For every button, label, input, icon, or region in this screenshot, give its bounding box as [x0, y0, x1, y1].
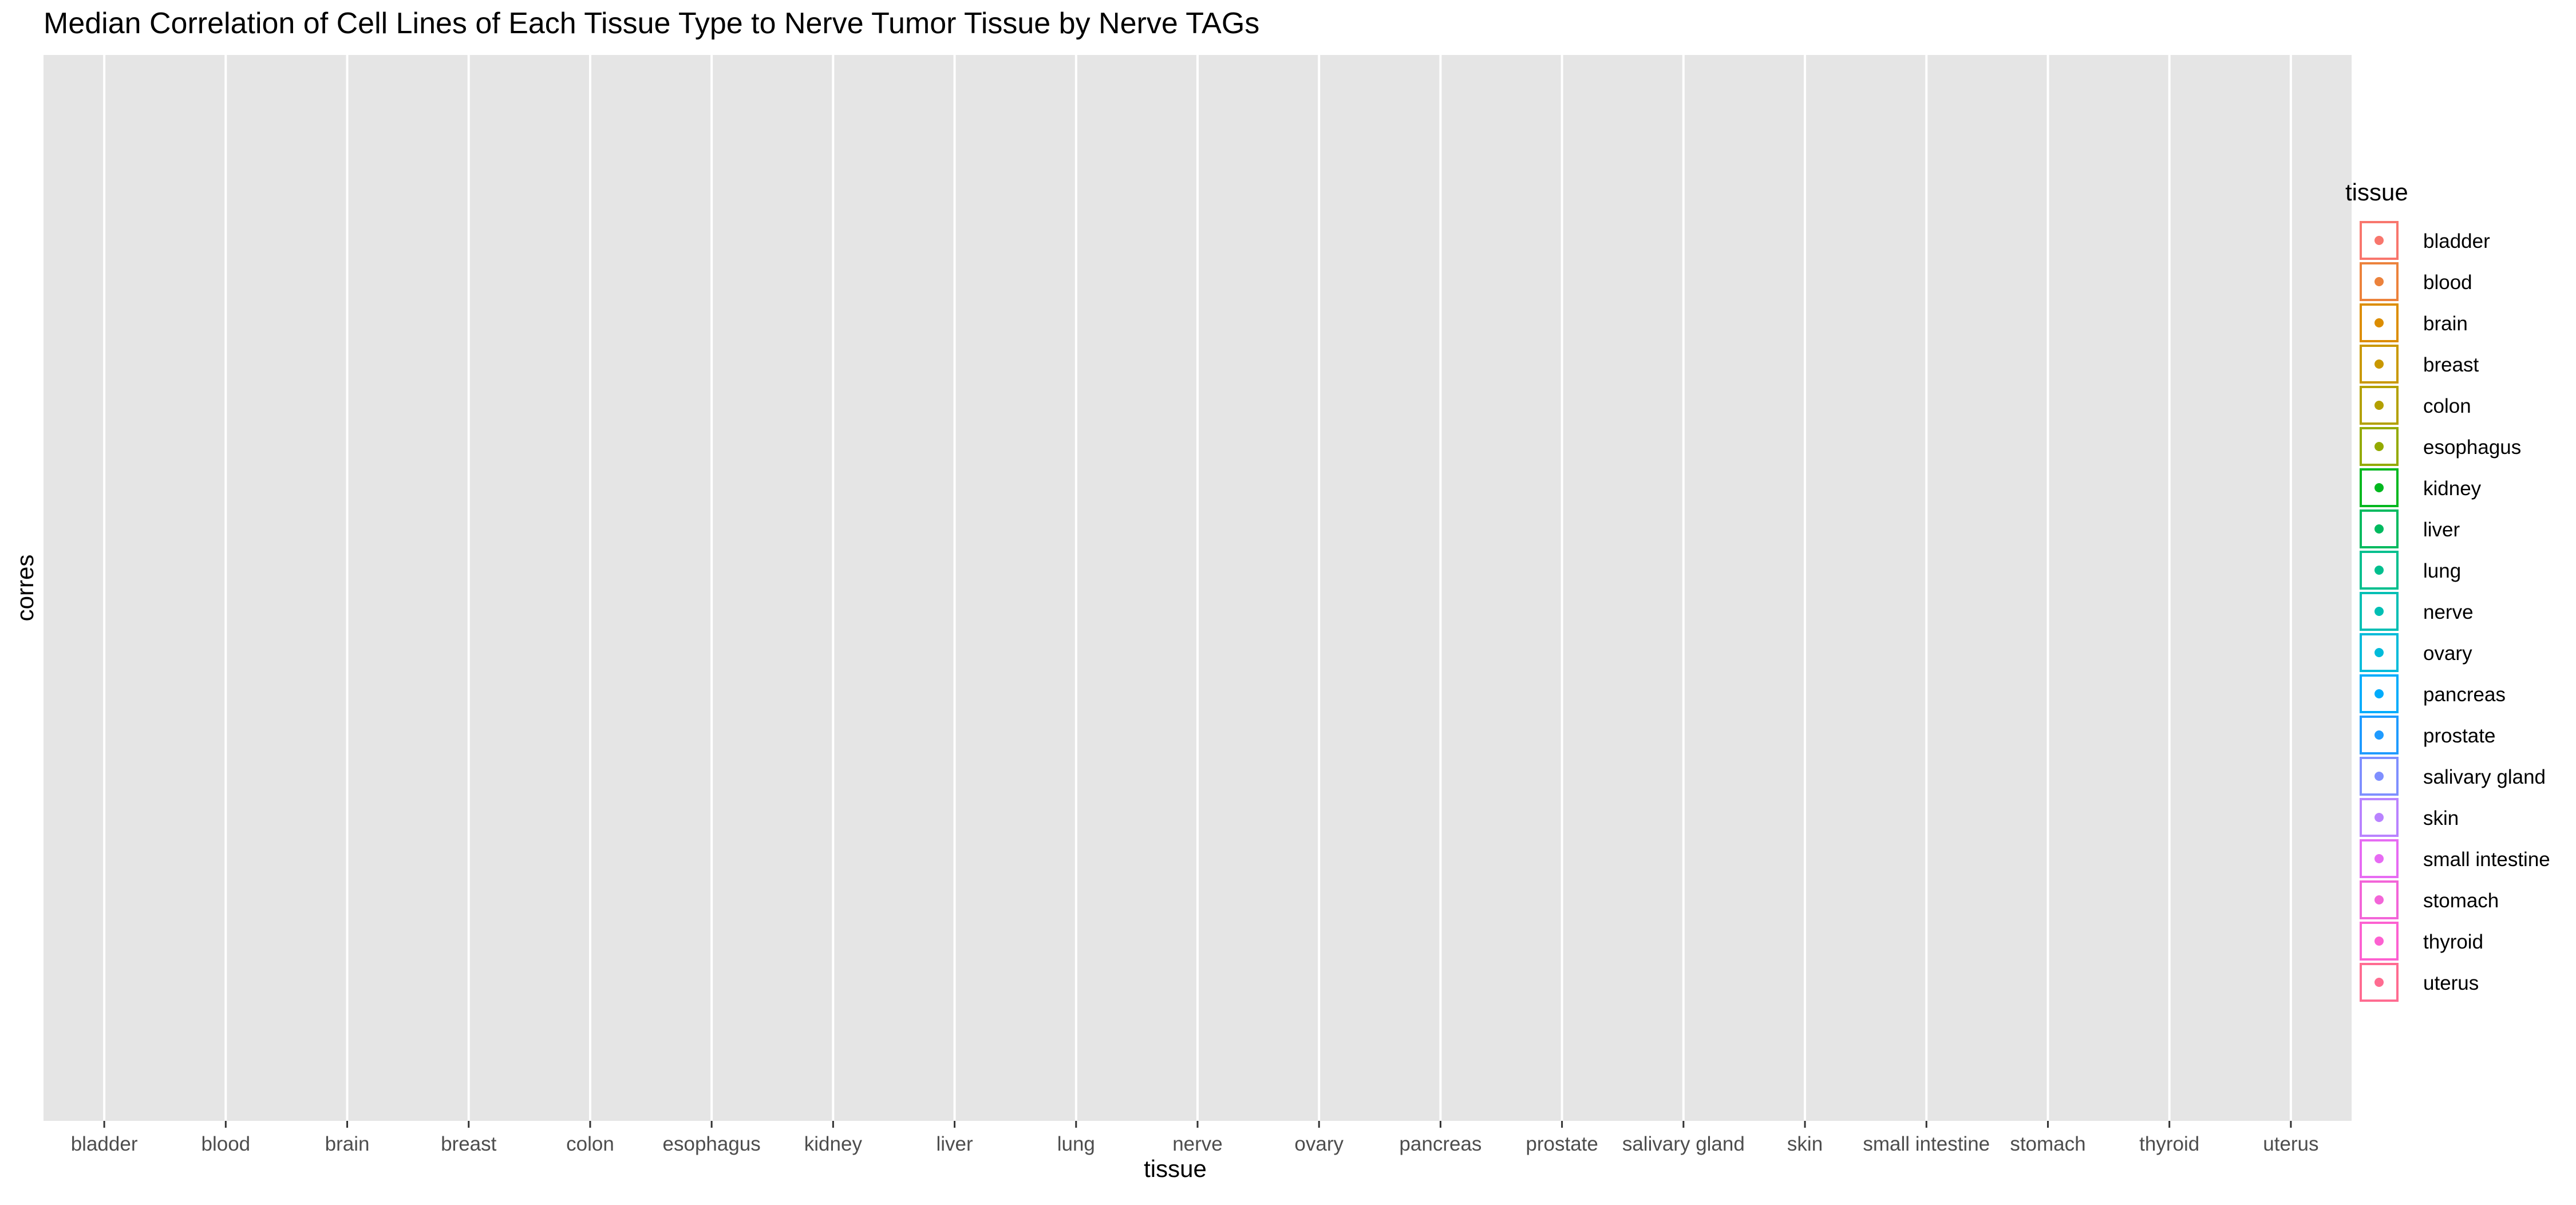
legend-key-dot-salivary-gland: [2374, 772, 2384, 781]
legend-item-blood: blood: [2360, 262, 2472, 301]
legend-item-breast: breast: [2360, 345, 2479, 384]
legend-item-liver: liver: [2360, 509, 2460, 548]
x-axis-title: tissue: [1144, 1155, 1207, 1182]
x-gridlines: [103, 55, 2292, 1121]
legend-label-lung: lung: [2423, 560, 2461, 582]
legend-key-dot-breast: [2374, 359, 2384, 369]
legend-label-liver: liver: [2423, 519, 2460, 541]
x-tick-label-salivary-gland: salivary gland: [1622, 1133, 1745, 1155]
legend-item-salivary-gland: salivary gland: [2360, 757, 2546, 796]
legend-label-small-intestine: small intestine: [2423, 848, 2550, 871]
legend-label-blood: blood: [2423, 271, 2472, 294]
legend-label-salivary-gland: salivary gland: [2423, 766, 2546, 788]
legend-label-esophagus: esophagus: [2423, 436, 2521, 459]
legend-key-dot-skin: [2374, 813, 2384, 822]
legend-key-dot-ovary: [2374, 648, 2384, 657]
legend-label-colon: colon: [2423, 395, 2471, 417]
x-tick-label-nerve: nerve: [1172, 1133, 1223, 1155]
legend-label-thyroid: thyroid: [2423, 931, 2483, 953]
x-tick-label-skin: skin: [1787, 1133, 1823, 1155]
x-tick-label-breast: breast: [441, 1133, 497, 1155]
legend-key-dot-prostate: [2374, 730, 2384, 740]
legend-key-dot-small-intestine: [2374, 854, 2384, 863]
legend-key-dot-bladder: [2374, 236, 2384, 245]
legend-item-colon: colon: [2360, 386, 2471, 425]
legend-item-lung: lung: [2360, 551, 2461, 590]
legend-title: tissue: [2345, 179, 2408, 206]
x-tick-label-ovary: ovary: [1294, 1133, 1344, 1155]
x-tick-label-prostate: prostate: [1526, 1133, 1598, 1155]
legend-key-dot-blood: [2374, 277, 2384, 286]
legend-item-uterus: uterus: [2360, 963, 2479, 1002]
legend-item-skin: skin: [2360, 798, 2459, 837]
legend-label-kidney: kidney: [2423, 477, 2482, 500]
chart-title: Median Correlation of Cell Lines of Each…: [44, 7, 1259, 40]
x-tick-label-colon: colon: [566, 1133, 614, 1155]
legend-item-prostate: prostate: [2360, 716, 2495, 754]
legend-label-nerve: nerve: [2423, 601, 2474, 623]
y-axis-title: corres: [11, 555, 38, 622]
legend-item-nerve: nerve: [2360, 592, 2474, 631]
x-tick-label-stomach: stomach: [2010, 1133, 2085, 1155]
x-tick-label-uterus: uterus: [2263, 1133, 2318, 1155]
legend-item-brain: brain: [2360, 303, 2468, 342]
legend-key-dot-esophagus: [2374, 442, 2384, 451]
legend-key-dot-colon: [2374, 401, 2384, 410]
x-tick-label-lung: lung: [1057, 1133, 1095, 1155]
legend-key-dot-liver: [2374, 524, 2384, 534]
legend-key-box-pancreas: [2360, 674, 2399, 713]
legend-key-dot-lung: [2374, 566, 2384, 575]
x-tick-label-brain: brain: [325, 1133, 370, 1155]
legend-item-ovary: ovary: [2360, 633, 2472, 672]
legend-item-small-intestine: small intestine: [2360, 839, 2550, 878]
legend-item-thyroid: thyroid: [2360, 922, 2483, 961]
legend-key-dot-uterus: [2374, 978, 2384, 987]
legend-label-ovary: ovary: [2423, 642, 2472, 665]
legend-item-esophagus: esophagus: [2360, 427, 2521, 466]
x-tick-label-bladder: bladder: [71, 1133, 138, 1155]
x-ticks: [103, 1121, 2292, 1128]
legend-label-pancreas: pancreas: [2423, 684, 2506, 706]
legend-label-uterus: uterus: [2423, 972, 2479, 994]
legend-item-bladder: bladder: [2360, 221, 2490, 260]
x-tick-label-pancreas: pancreas: [1399, 1133, 1481, 1155]
legend-key-dot-brain: [2374, 318, 2384, 327]
legend-key-dot-kidney: [2374, 483, 2384, 492]
x-tick-label-liver: liver: [936, 1133, 973, 1155]
legend-key-dot-thyroid: [2374, 937, 2384, 946]
x-tick-label-small-intestine: small intestine: [1863, 1133, 1990, 1155]
legend-key-dot-pancreas: [2374, 689, 2384, 698]
x-tick-label-kidney: kidney: [804, 1133, 863, 1155]
legend-item-kidney: kidney: [2360, 468, 2482, 507]
legend-label-bladder: bladder: [2423, 230, 2490, 252]
x-tick-labels: bladder blood brain breast colon esophagus kid…: [71, 1133, 2319, 1155]
legend-key-box-uterus: [2360, 963, 2399, 1002]
legend-label-brain: brain: [2423, 313, 2468, 335]
legend-label-skin: skin: [2423, 807, 2459, 829]
x-tick-label-blood: blood: [201, 1133, 250, 1155]
legend-key-box-bladder: [2360, 221, 2399, 260]
legend-key-dot-stomach: [2374, 895, 2384, 904]
legend-item-pancreas: pancreas: [2360, 674, 2506, 713]
legend-label-prostate: prostate: [2423, 725, 2495, 747]
legend-key-box-nerve: [2360, 592, 2399, 631]
legend-label-stomach: stomach: [2423, 890, 2499, 912]
x-tick-label-esophagus: esophagus: [663, 1133, 761, 1155]
legend: tissue bladder blood brain breast colon esoph…: [2345, 179, 2550, 1002]
legend-items: bladder blood brain breast colon esophagus kid…: [2360, 221, 2550, 1002]
legend-label-breast: breast: [2423, 354, 2479, 376]
x-tick-label-thyroid: thyroid: [2139, 1133, 2199, 1155]
legend-item-stomach: stomach: [2360, 880, 2499, 919]
legend-key-dot-nerve: [2374, 607, 2384, 616]
